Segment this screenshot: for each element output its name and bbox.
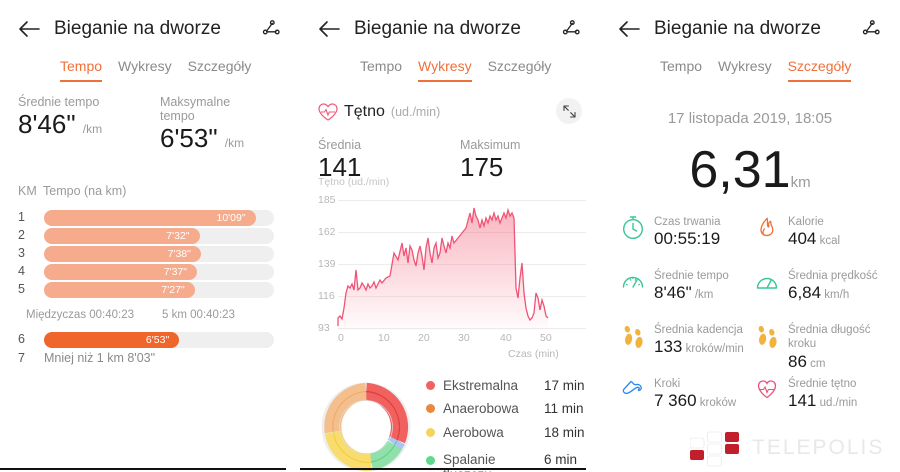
svg-text:TELEPOLIS: TELEPOLIS	[752, 436, 884, 459]
